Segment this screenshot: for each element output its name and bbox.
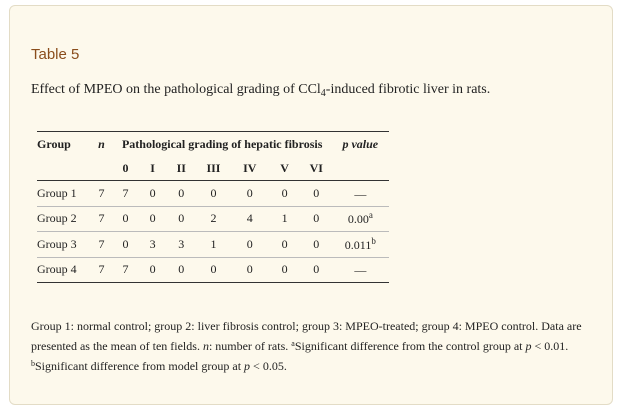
cell-p-value: — xyxy=(331,180,389,207)
header-row-main: Group n Pathological grading of hepatic … xyxy=(37,131,389,156)
table-caption: Effect of MPEO on the pathological gradi… xyxy=(31,82,490,99)
cell-group: Group 2 xyxy=(37,206,91,232)
footnote-line1: Group 1: normal control; group 2: liver … xyxy=(31,319,539,333)
table-label: Table 5 xyxy=(31,46,80,63)
header-grade: 0 xyxy=(112,156,139,181)
table-row: Group 2 7 0 0 0 2 4 1 0 0.00a xyxy=(37,206,389,232)
header-grade: VI xyxy=(300,156,332,181)
cell-grade: 0 xyxy=(138,257,167,283)
cell-group: Group 4 xyxy=(37,257,91,283)
cell-n: 7 xyxy=(90,231,113,258)
cell-grade: 0 xyxy=(300,231,332,258)
cell-grade: 0 xyxy=(138,206,167,232)
cell-grade: 7 xyxy=(112,257,139,283)
header-group: Group xyxy=(37,131,91,156)
cell-grade: 0 xyxy=(166,180,196,207)
cell-grade: 1 xyxy=(268,206,301,232)
table-row: Group 3 7 0 3 3 1 0 0 0 0.011b xyxy=(37,231,389,258)
cell-grade: 0 xyxy=(231,231,269,258)
cell-grade: 0 xyxy=(268,231,301,258)
table-panel: Table 5 Effect of MPEO on the pathologic… xyxy=(9,5,613,405)
header-grade: I xyxy=(138,156,167,181)
cell-grade: 0 xyxy=(231,180,269,207)
cell-grade: 2 xyxy=(195,206,232,232)
cell-grade: 0 xyxy=(112,206,139,232)
header-grading: Pathological grading of hepatic fibrosis xyxy=(112,131,332,156)
header-grade: III xyxy=(195,156,232,181)
header-p-value: p value xyxy=(331,131,389,156)
cell-grade: 4 xyxy=(231,206,269,232)
cell-p-value: 0.011b xyxy=(331,231,389,258)
header-grade: V xyxy=(268,156,301,181)
cell-grade: 0 xyxy=(300,206,332,232)
caption-text-before: Effect of MPEO on the pathological gradi… xyxy=(31,82,321,97)
cell-n: 7 xyxy=(90,257,113,283)
cell-grade: 7 xyxy=(112,180,139,207)
cell-grade: 0 xyxy=(166,257,196,283)
header-row-grades: 0 I II III IV V VI xyxy=(37,156,389,181)
header-grade: II xyxy=(166,156,196,181)
cell-p-value: — xyxy=(331,257,389,283)
cell-grade: 0 xyxy=(112,231,139,258)
table-row: Group 1 7 7 0 0 0 0 0 0 — xyxy=(37,180,389,207)
grading-table: Group n Pathological grading of hepatic … xyxy=(37,131,389,283)
cell-n: 7 xyxy=(90,206,113,232)
cell-grade: 0 xyxy=(268,257,301,283)
table-row: Group 4 7 7 0 0 0 0 0 0 — xyxy=(37,257,389,283)
caption-subscript: 4 xyxy=(320,88,326,99)
cell-n: 7 xyxy=(90,180,113,207)
cell-grade: 0 xyxy=(268,180,301,207)
cell-grade: 0 xyxy=(166,206,196,232)
caption-text-after: -induced fibrotic liver in rats. xyxy=(325,82,491,97)
cell-grade: 1 xyxy=(195,231,232,258)
cell-grade: 0 xyxy=(138,180,167,207)
cell-group: Group 1 xyxy=(37,180,91,207)
table-footnote: Group 1: normal control; group 2: liver … xyxy=(31,319,582,373)
cell-grade: 0 xyxy=(300,257,332,283)
header-grade: IV xyxy=(231,156,269,181)
cell-grade: 0 xyxy=(195,180,232,207)
cell-grade: 0 xyxy=(231,257,269,283)
cell-grade: 3 xyxy=(138,231,167,258)
cell-grade: 3 xyxy=(166,231,196,258)
cell-group: Group 3 xyxy=(37,231,91,258)
cell-grade: 0 xyxy=(300,180,332,207)
cell-grade: 0 xyxy=(195,257,232,283)
header-n: n xyxy=(90,131,113,156)
cell-p-value: 0.00a xyxy=(331,206,389,232)
